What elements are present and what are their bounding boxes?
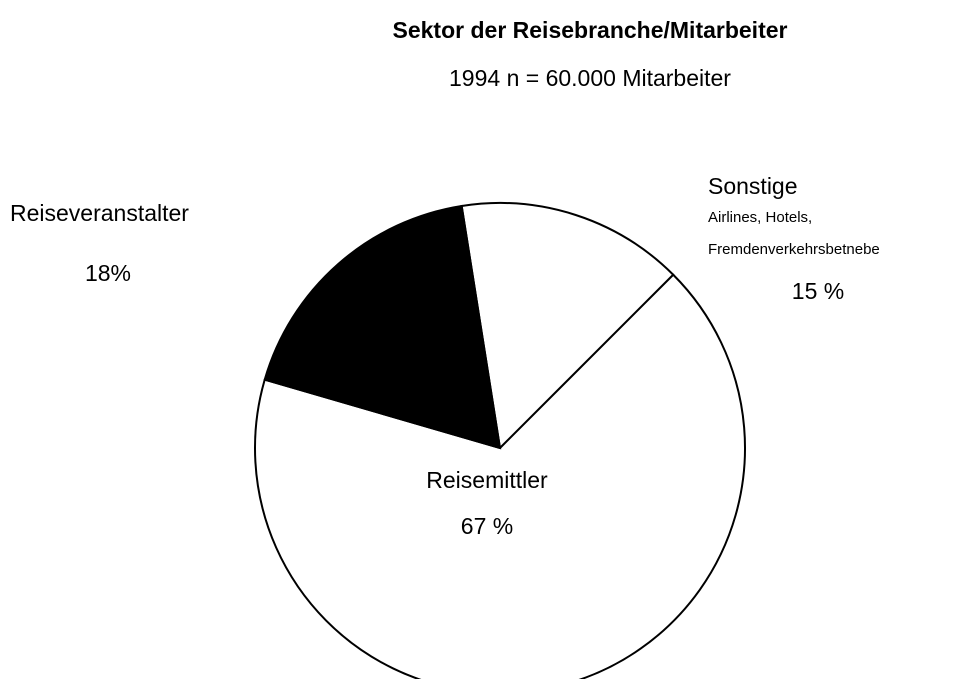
pie-slice — [263, 204, 502, 450]
slice-label: Reisemittler — [426, 467, 548, 493]
slice-label: Reiseveranstalter — [10, 200, 189, 226]
value-label: 67 % — [461, 513, 513, 539]
pie-slice — [254, 273, 746, 679]
chart-title: Sektor der Reisebranche/Mitarbeiter — [393, 17, 788, 43]
value-label: 15 % — [792, 278, 844, 304]
slice-label: Sonstige — [708, 173, 798, 199]
pie-slice — [460, 202, 675, 451]
chart-subtitle: 1994 n = 60.000 Mitarbeiter — [449, 65, 731, 91]
annotation: Fremdenverkehrsbetnebe — [708, 241, 880, 258]
value-label: 18% — [85, 260, 131, 286]
annotation: Airlines, Hotels, — [708, 209, 812, 226]
